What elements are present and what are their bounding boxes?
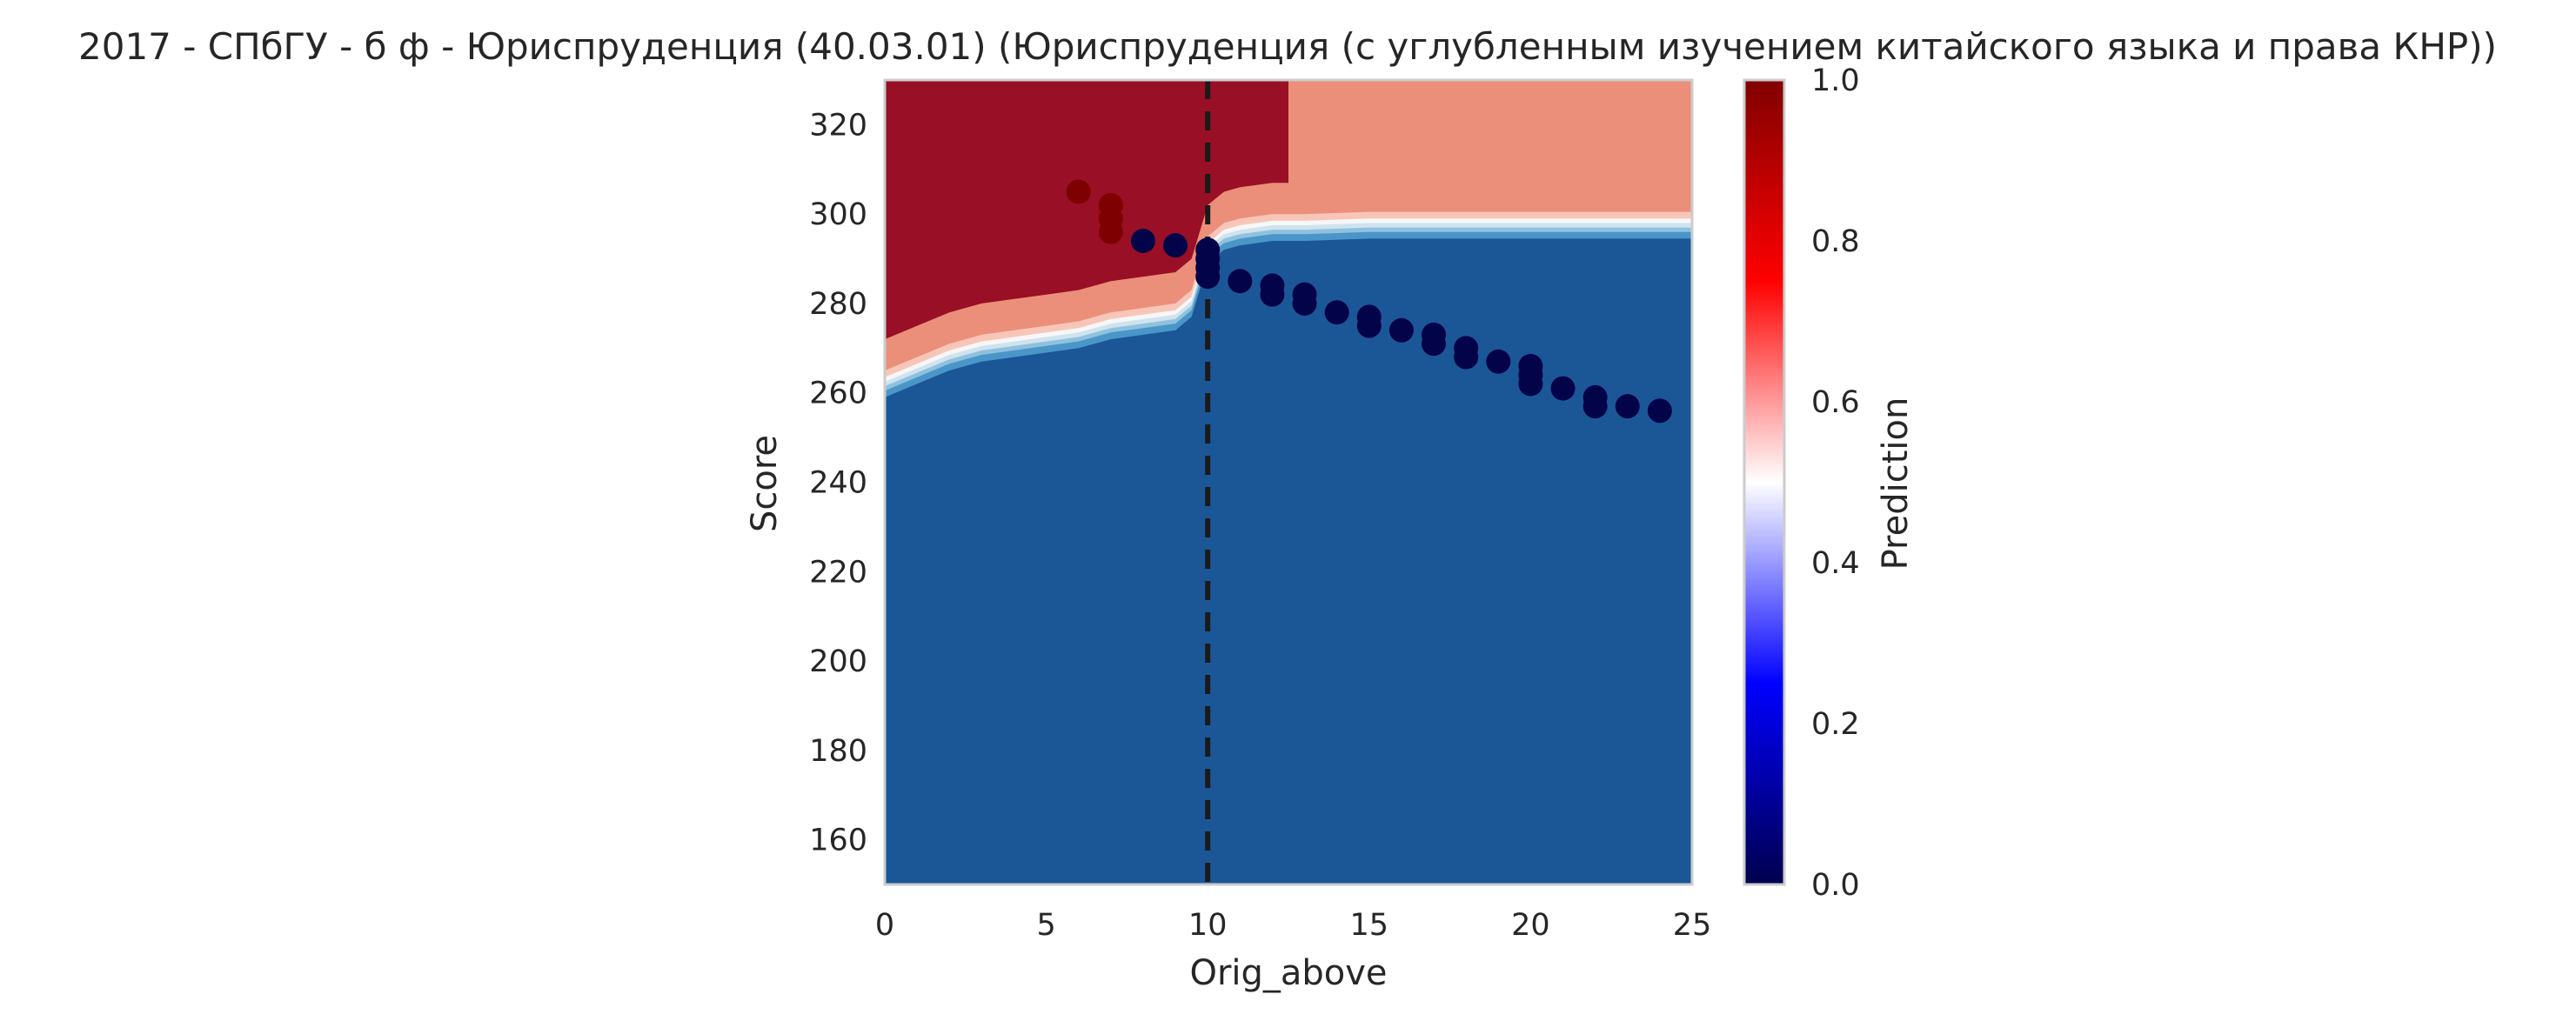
data-point: [1647, 398, 1672, 424]
y-tick-label: 300: [809, 197, 867, 232]
data-point: [1582, 394, 1608, 419]
data-point: [1260, 282, 1285, 307]
x-axis-label: Orig_above: [1189, 953, 1387, 993]
data-point: [1066, 179, 1091, 204]
chart-title: 2017 - СПбГУ - б ф - Юриспруденция (40.0…: [78, 25, 2497, 68]
x-tick-label: 15: [1350, 908, 1389, 943]
y-tick-label: 160: [809, 824, 867, 858]
colorbar-tick-label: 0.8: [1811, 224, 1860, 259]
data-point: [1550, 376, 1576, 401]
colorbar-tick-label: 1.0: [1811, 63, 1860, 98]
y-tick-label: 200: [809, 644, 867, 679]
colorbar-tick-label: 0.4: [1811, 546, 1860, 581]
data-point: [1292, 290, 1317, 316]
y-tick-label: 260: [809, 377, 867, 411]
x-tick-label: 20: [1511, 908, 1550, 943]
data-points: [1066, 179, 1672, 424]
data-point: [1388, 317, 1414, 343]
x-tick-label: 25: [1673, 908, 1712, 943]
data-point: [1422, 331, 1447, 357]
x-tick-label: 10: [1188, 908, 1228, 943]
colorbar-ticks: 0.0 0.2 0.4 0.6 0.8 1.0: [1811, 63, 1860, 903]
y-axis-ticks: 160 180 200 220 240 260 280 300 320: [809, 108, 867, 858]
y-tick-label: 280: [809, 287, 867, 322]
data-point: [1130, 229, 1155, 253]
data-point: [1098, 219, 1123, 244]
data-point: [1195, 264, 1221, 290]
colorbar: [1743, 78, 1786, 886]
contour-regions: [885, 80, 1692, 884]
x-tick-label: 5: [1036, 908, 1055, 943]
colorbar-tick-label: 0.6: [1811, 385, 1860, 420]
data-point: [1324, 300, 1349, 325]
y-tick-label: 180: [809, 734, 867, 769]
data-point: [1486, 349, 1511, 374]
data-point: [1228, 269, 1253, 294]
plot-frame: [883, 78, 1694, 886]
data-point: [1356, 313, 1382, 338]
data-point: [1163, 233, 1188, 258]
colorbar-label: Prediction: [1876, 397, 1916, 571]
colorbar-tick-label: 0.2: [1811, 707, 1860, 742]
colorbar-tick-label: 0.0: [1811, 868, 1860, 903]
data-point: [1615, 394, 1640, 419]
y-tick-label: 220: [809, 555, 867, 590]
x-tick-label: 0: [875, 908, 894, 943]
data-point: [1454, 344, 1479, 370]
x-axis-ticks: 0 5 10 15 20 25: [875, 908, 1711, 943]
region-high: [885, 80, 1288, 340]
data-point: [1518, 371, 1543, 397]
y-tick-label: 240: [809, 466, 867, 501]
y-tick-label: 320: [809, 108, 867, 143]
y-axis-label: Score: [745, 435, 785, 532]
